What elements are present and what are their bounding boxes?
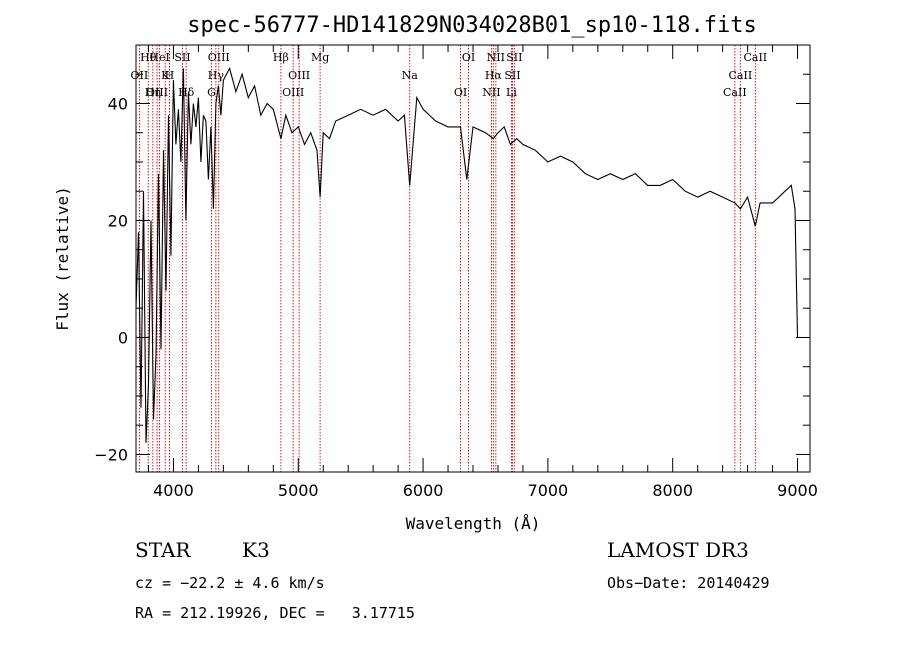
spectral-line-label: SII [506, 51, 522, 64]
spectral-line-label: Li [506, 86, 517, 99]
spectral-line-label: CaII [723, 86, 747, 99]
spectral-line-label: OI [462, 51, 475, 64]
spectral-line-label: SII [504, 69, 520, 82]
object-class: STAR [135, 538, 191, 562]
spectral-line-label: HeI [149, 51, 169, 64]
spectral-line-label: Mg [311, 51, 329, 64]
x-tick-label: 6000 [403, 481, 444, 500]
spectral-line-label: NII [487, 51, 505, 64]
spectral-line-label: Hη [145, 86, 161, 99]
spectral-line-label: OIII [146, 86, 168, 99]
x-tick-label: 8000 [652, 481, 693, 500]
x-tick-label: 4000 [153, 481, 194, 500]
x-axis-label: Wavelength (Å) [406, 514, 541, 533]
spectral-line-markers [138, 45, 756, 472]
spectral-line-label: NII [482, 86, 500, 99]
spectral-line-label: Hδ [178, 86, 195, 99]
observation-date: Obs−Date: 20140429 [607, 574, 770, 592]
redshift-info: cz = −22.2 ± 4.6 km/s [135, 574, 325, 592]
spectral-line-label: Hγ [208, 69, 225, 82]
y-axis-label: Flux (relative) [53, 186, 72, 331]
spectral-line-label: CaII [743, 51, 767, 64]
spectral-line-label: Hθ [140, 51, 157, 64]
spectral-line-label: G [207, 86, 216, 99]
y-tick-label: −20 [94, 445, 128, 464]
x-tick-label: 5000 [278, 481, 319, 500]
spectral-line-labels: HθOIIOIIIHeIKHηSIIHHδOIIIHγGHβOIIIOIIIMg… [131, 51, 768, 99]
spectral-line-label: H [165, 69, 175, 82]
plot-frame [135, 44, 811, 473]
spectrum-series-line [135, 66, 799, 443]
spectral-line-label: K [161, 69, 170, 82]
axis-ticks: 4000 5000 6000 7000 8000 9000 −20 0 20 40 [94, 45, 818, 500]
chart-title: spec-56777-HD141829N034028B01_sp10-118.f… [187, 13, 757, 38]
spectral-line-label: SII [174, 51, 190, 64]
spectral-line-label: OII [131, 69, 149, 82]
spectral-line-label: Na [402, 69, 419, 82]
spectral-line-label: OIII [288, 69, 310, 82]
spectral-line-label: OIII [282, 86, 304, 99]
x-tick-label: 7000 [528, 481, 569, 500]
x-tick-label: 9000 [777, 481, 818, 500]
y-tick-label: 20 [108, 211, 128, 230]
spectral-line-label: Hβ [273, 51, 289, 64]
spectral-line-label: Hα [485, 69, 503, 82]
spectral-line-label: CaII [729, 69, 753, 82]
y-tick-label: 0 [118, 328, 128, 347]
survey-name: LAMOST DR3 [607, 538, 749, 562]
y-tick-label: 40 [108, 94, 128, 113]
spectral-line-label: OI [454, 86, 467, 99]
spectral-line-label: OIII [208, 51, 230, 64]
object-subclass: K3 [242, 538, 270, 562]
coordinates: RA = 212.19926, DEC = 3.17715 [135, 604, 415, 622]
